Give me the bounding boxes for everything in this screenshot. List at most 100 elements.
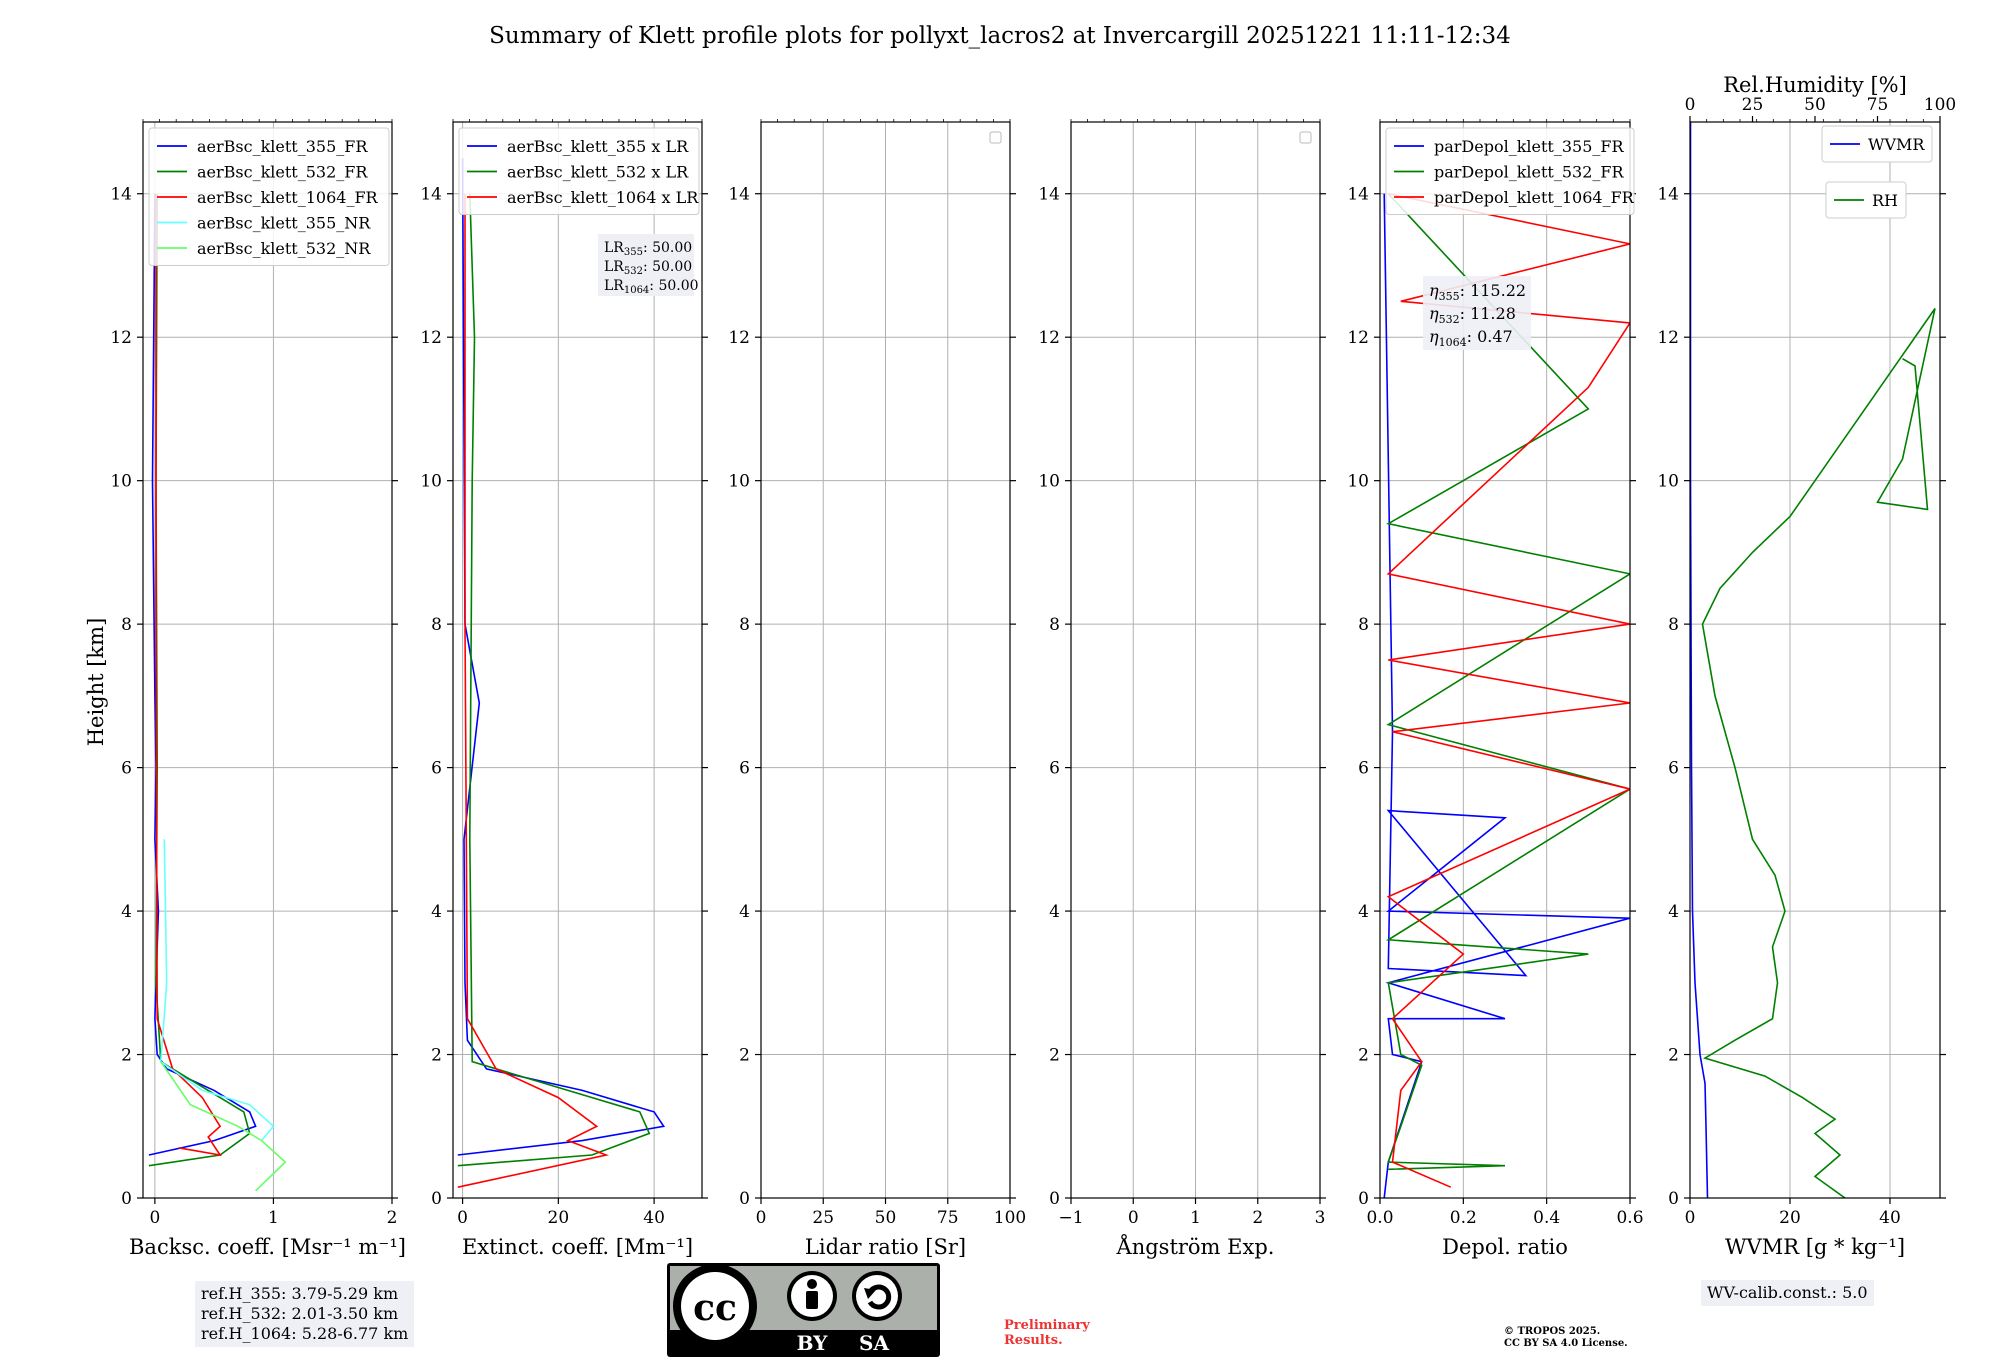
wv-calib-box: WV-calib.const.: 5.0 <box>1701 1280 1874 1306</box>
y-tick-label: 4 <box>739 902 750 922</box>
top-x-tick-label: 75 <box>1867 95 1889 115</box>
y-tick-label: 2 <box>121 1046 132 1066</box>
x-axis-label: Depol. ratio <box>1442 1235 1568 1259</box>
series-line-aerBsc_klett_355_FR <box>148 193 257 1156</box>
x-tick-label: 0.0 <box>1366 1208 1393 1228</box>
ref-height-box: ref.H_355: 3.79-5.29 km ref.H_532: 2.01-… <box>195 1281 415 1347</box>
x-tick-label: 0 <box>1128 1208 1139 1228</box>
y-tick-label: 2 <box>1358 1046 1369 1066</box>
axes-frame <box>1379 121 1631 1199</box>
y-tick-label: 6 <box>739 759 750 779</box>
y-tick-label: 10 <box>1657 472 1679 492</box>
y-tick-label: 8 <box>1358 615 1369 635</box>
panel-5: 0.0 0.2 0.4 0.6 Depol. ratio 0 2 4 6 8 10 12 14 parDe… <box>1347 119 1644 1259</box>
copyright-line-1: © TROPOS 2025. <box>1504 1326 1601 1337</box>
axes-frame <box>1689 121 1941 1199</box>
top-x-tick-label: 50 <box>1804 95 1826 115</box>
y-tick-label: 14 <box>1038 185 1060 205</box>
y-tick-label: 8 <box>121 615 132 635</box>
legend: parDepol_klett_355_FR parDepol_klett_532_… <box>1385 127 1635 215</box>
x-tick-label: 25 <box>812 1208 834 1228</box>
y-tick-label: 0 <box>121 1189 132 1209</box>
y-tick-label: 6 <box>1668 759 1679 779</box>
info-bg <box>1423 276 1531 350</box>
y-tick-label: 10 <box>420 472 442 492</box>
series-line-parDepol_klett_532_FR <box>1385 193 1630 1171</box>
by-icon-head <box>807 1279 817 1289</box>
y-tick-label: 12 <box>728 328 750 348</box>
top-x-tick-label: 25 <box>1742 95 1764 115</box>
legend-entry: aerBsc_klett_532_NR <box>197 239 371 258</box>
ref-height-355: ref.H_355: 3.79-5.29 km <box>201 1284 399 1303</box>
y-tick-label: 10 <box>110 472 132 492</box>
y-tick-label: 8 <box>431 615 442 635</box>
axes-frame <box>142 121 393 1199</box>
legend: aerBsc_klett_355 x LR aerBsc_klett_532 x … <box>458 127 700 215</box>
legend-frame <box>458 127 700 215</box>
y-tick-label: 14 <box>1347 185 1369 205</box>
y-tick-label: 4 <box>121 902 132 922</box>
lr-value-1064: LR1064: 50.00 <box>604 278 699 296</box>
legend-entry: aerBsc_klett_1064_FR <box>197 188 379 207</box>
sa-icon-arc <box>867 1284 892 1310</box>
y-tick-label: 14 <box>420 185 442 205</box>
x-tick-label: 3 <box>1315 1208 1326 1228</box>
axes-frame <box>452 121 703 1199</box>
series-line-aerBsc_klett_355_NR <box>159 839 275 1142</box>
legend-entry: parDepol_klett_1064_FR <box>1434 188 1635 207</box>
y-tick-label: 0 <box>431 1189 442 1209</box>
legend-frame <box>1385 127 1635 215</box>
x-tick-label: 1 <box>1190 1208 1201 1228</box>
legend-entry: aerBsc_klett_1064 x LR <box>507 188 699 207</box>
info-bg <box>598 234 694 296</box>
y-tick-label: 4 <box>431 902 442 922</box>
x-tick-label: 0.4 <box>1533 1208 1560 1228</box>
by-label: BY <box>797 1331 829 1355</box>
legend-entry: aerBsc_klett_355_FR <box>197 137 368 156</box>
y-tick-label: 0 <box>1049 1189 1060 1209</box>
x-tick-label: 2 <box>1252 1208 1263 1228</box>
preliminary-line-2: Results. <box>1004 1333 1063 1348</box>
x-axis-label: Lidar ratio [Sr] <box>805 1235 966 1259</box>
x-tick-label: 0.6 <box>1616 1208 1643 1228</box>
x-tick-label: 40 <box>643 1208 665 1228</box>
x-axis-label: WVMR [g * kg⁻¹] <box>1725 1235 1905 1259</box>
legend-entry: RH <box>1872 191 1898 210</box>
y-axis-label: Height [km] <box>84 618 108 747</box>
empty-legend-marker <box>989 131 1002 144</box>
x-tick-label: 40 <box>1879 1208 1901 1228</box>
x-tick-label: 0 <box>149 1208 160 1228</box>
y-tick-label: 12 <box>1347 328 1369 348</box>
y-tick-label: 14 <box>728 185 750 205</box>
y-tick-label: 10 <box>1347 472 1369 492</box>
legend-entry: parDepol_klett_355_FR <box>1434 137 1625 156</box>
x-tick-label: 2 <box>387 1208 398 1228</box>
lr-value-532: LR532: 50.00 <box>604 259 692 277</box>
x-tick-label: 0 <box>1685 1208 1696 1228</box>
legend-entry: aerBsc_klett_355 x LR <box>507 137 689 156</box>
series-line-parDepol_klett_1064_FR <box>1386 192 1630 1188</box>
eta-value-532: η532: 11.28 <box>1429 304 1516 326</box>
legend: aerBsc_klett_355_FR aerBsc_klett_532_FRae… <box>148 127 390 266</box>
y-tick-label: 4 <box>1049 902 1060 922</box>
lr-value-355: LR355: 50.00 <box>604 240 692 258</box>
legend-box-RH: RH <box>1825 181 1907 219</box>
x-tick-label: 1 <box>268 1208 279 1228</box>
series-line-parDepol_klett_355_FR <box>1383 193 1630 1198</box>
legend-entry: aerBsc_klett_532_FR <box>197 163 368 182</box>
panel-3: 0 25 50 75 100 Lidar ratio [Sr] 0 2 4 6 8 10 12 14 <box>728 119 1026 1259</box>
x-tick-label: 20 <box>548 1208 570 1228</box>
figure-title: Summary of Klett profile plots for polly… <box>489 23 1511 49</box>
series-line-aerBsc_klett_1064_FR <box>155 193 222 1157</box>
top-x-axis-label: Rel.Humidity [%] <box>1723 73 1907 97</box>
sa-icon-arrow <box>864 1288 876 1299</box>
wv-calib-text: WV-calib.const.: 5.0 <box>1707 1283 1868 1302</box>
x-tick-label: 100 <box>994 1208 1026 1228</box>
y-tick-label: 10 <box>1038 472 1060 492</box>
y-tick-label: 4 <box>1668 902 1679 922</box>
copyright-line-2: CC BY SA 4.0 License. <box>1504 1338 1628 1349</box>
